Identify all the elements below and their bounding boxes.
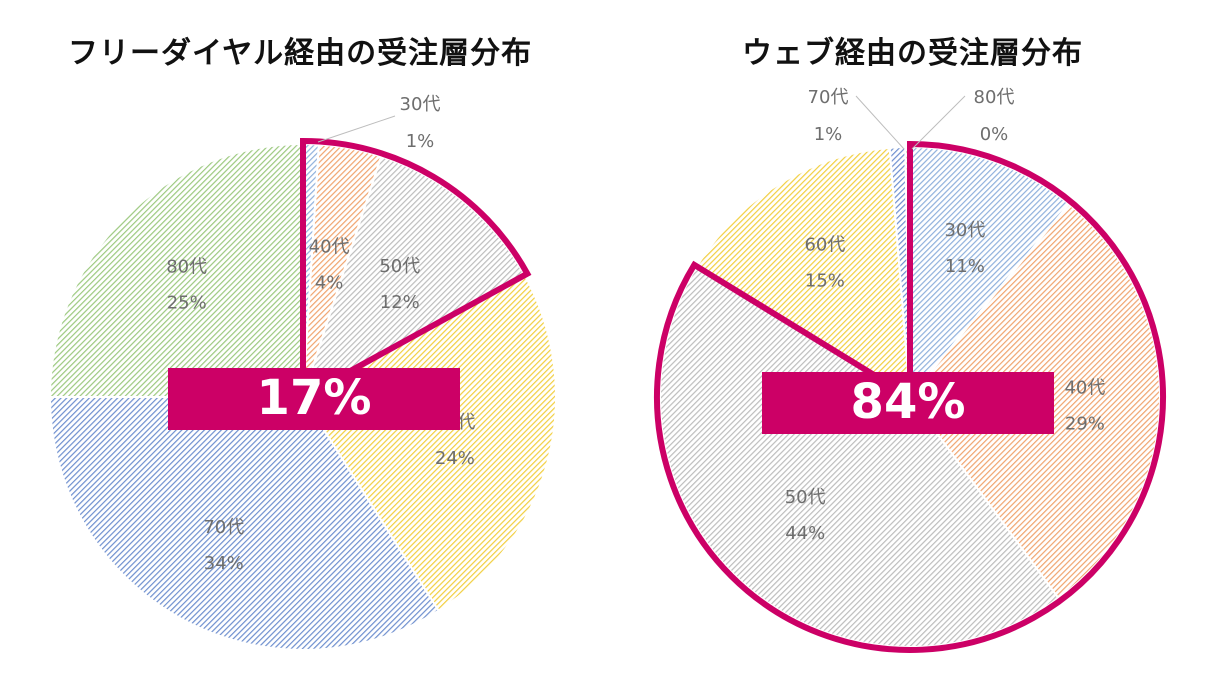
pie0-label-2-percent: 12% [380,292,420,313]
pie1-highlight-banner [762,372,1054,434]
pie0-label-0-category: 30代 [400,94,441,115]
pie0-label-0-percent: 1% [406,131,435,152]
pie1-label-4-percent: 1% [814,124,843,145]
pie1-slice-3 [695,146,912,399]
pie1-leader-5 [911,95,966,150]
pie0-leader-0 [317,115,396,143]
pie0-slice-3 [301,273,557,612]
pie1-label-3-category: 60代 [804,235,845,256]
pie1-highlight-outline [654,140,1166,653]
pie1-label-3-percent: 15% [805,271,845,292]
pie1-label-4-category: 70代 [808,87,849,108]
pie0-slice-4 [48,396,440,651]
pie1-label-2-percent: 44% [785,523,825,544]
pie0-label-5-category: 80代 [166,257,207,278]
pie0-label-4-category: 70代 [203,517,244,538]
pie0-slice-2 [301,155,527,400]
pie1-label-5-percent: 0% [980,124,1009,145]
pie0-slice-5 [48,142,304,398]
pie1-label-2-category: 50代 [785,487,826,508]
pie1-leader-4 [855,95,905,150]
pie0-label-4-percent: 34% [204,553,244,574]
pie0-label-1-percent: 4% [315,272,344,293]
pie0-highlight-outline [300,137,532,403]
pie0-highlight-banner [168,368,460,430]
pie1-slice-2 [659,265,1060,648]
pie1-label-1-percent: 29% [1065,414,1105,435]
pie0-label-3-percent: 24% [435,448,475,469]
pie1-label-5-category: 80代 [974,87,1015,108]
chart-title-freedial: フリーダイヤル経由の受注層分布 [68,36,533,71]
pie0-label-5-percent: 25% [167,293,207,314]
pie0-highlight-total: 17% [257,370,372,426]
pie1-slice-0 [909,145,1071,400]
pie0-label-1-category: 40代 [309,236,350,257]
chart-title-web: ウェブ経由の受注層分布 [742,36,1083,71]
pie1-label-0-category: 30代 [944,220,985,241]
pie0-label-2-category: 50代 [379,256,420,277]
pie1-highlight-total: 84% [851,374,966,430]
pie1-label-0-percent: 11% [945,256,985,277]
pie1-label-1-category: 40代 [1064,378,1105,399]
